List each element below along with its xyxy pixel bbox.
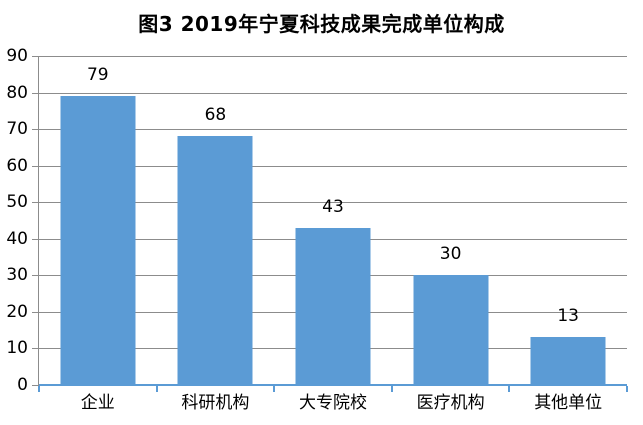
x-axis-category-label: 其他单位 xyxy=(534,393,603,413)
y-axis-tick-label: 70 xyxy=(6,119,28,140)
bar-value-label: 13 xyxy=(557,306,579,327)
x-axis-category-label: 企业 xyxy=(80,393,115,413)
y-axis-tick xyxy=(32,348,38,350)
y-axis-tick-label: 40 xyxy=(6,228,28,249)
y-axis-tick-label: 0 xyxy=(17,375,28,395)
y-axis-tick-label: 90 xyxy=(6,46,28,66)
y-axis-tick-label: 20 xyxy=(6,301,28,322)
x-axis-tick xyxy=(626,386,628,392)
bar xyxy=(60,96,136,385)
y-axis-tick-label: 50 xyxy=(6,192,28,213)
x-axis-tick xyxy=(155,386,158,392)
y-axis-tick xyxy=(32,275,38,277)
y-axis-tick xyxy=(32,202,38,204)
y-axis-tick xyxy=(32,165,38,167)
bar xyxy=(530,337,606,385)
x-axis-tick xyxy=(390,386,393,392)
bar xyxy=(177,136,253,385)
gridline xyxy=(39,56,627,57)
y-axis-tick-label: 80 xyxy=(6,82,28,103)
category-slot: 79 xyxy=(39,56,157,385)
category-slot: 13 xyxy=(509,56,627,385)
y-axis-tick-label: 60 xyxy=(6,155,28,176)
x-axis-tick xyxy=(273,386,276,392)
x-axis-category-label: 大专院校 xyxy=(298,393,367,413)
x-axis-tick xyxy=(508,386,511,392)
x-axis-category-label: 医疗机构 xyxy=(416,393,485,413)
y-axis-tick xyxy=(32,129,38,131)
bar-value-label: 79 xyxy=(86,65,109,86)
y-axis-tick xyxy=(32,238,38,240)
category-slot: 68 xyxy=(157,56,275,385)
category-slot: 43 xyxy=(274,56,392,385)
x-axis-category-label: 科研机构 xyxy=(181,393,250,413)
bar-value-label: 30 xyxy=(439,244,462,265)
plot-area: 79 68 43 30 13 xyxy=(38,56,628,392)
y-axis-tick xyxy=(32,92,38,94)
chart-title: 图3 2019年宁夏科技成果完成单位构成 xyxy=(138,12,505,36)
gridline xyxy=(39,92,627,94)
y-axis-tick xyxy=(32,311,38,313)
x-axis-line xyxy=(39,384,627,386)
bar-value-label: 68 xyxy=(204,105,227,126)
y-axis-tick xyxy=(32,385,38,386)
y-axis-tick-label: 30 xyxy=(6,265,28,286)
gridline xyxy=(39,165,627,167)
gridline xyxy=(39,202,627,204)
y-axis-tick xyxy=(32,56,38,57)
y-axis-line xyxy=(38,56,39,392)
x-axis-tick xyxy=(38,386,40,392)
category-slot: 30 xyxy=(392,56,510,385)
y-axis-tick-label: 10 xyxy=(6,338,28,359)
bar-value-label: 43 xyxy=(322,196,344,217)
bar xyxy=(413,275,489,385)
bar xyxy=(295,227,371,385)
gridline xyxy=(39,129,627,131)
